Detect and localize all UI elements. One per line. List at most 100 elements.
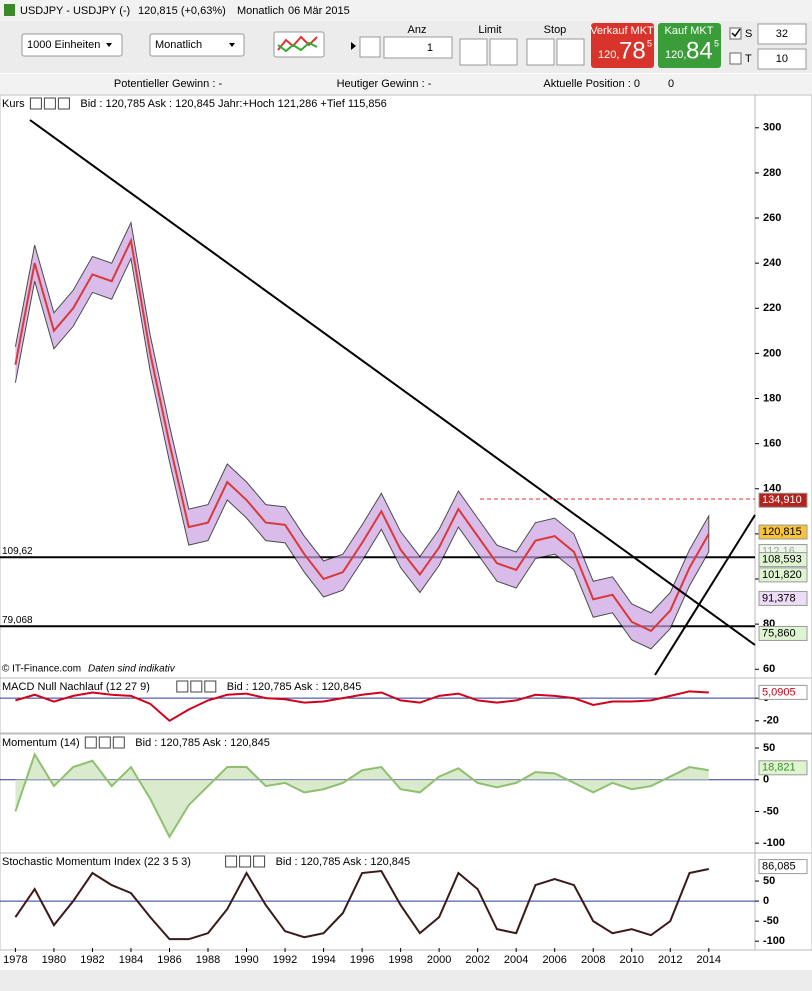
y-tick-label: 0 xyxy=(763,774,769,786)
panel-header: Bid : 120,785 Ask : 120,845 xyxy=(135,737,270,749)
sell-price-big: 78 xyxy=(619,37,646,64)
value-axis xyxy=(754,733,812,855)
y-tick-label: 0 xyxy=(763,895,769,907)
x-tick-label: 2014 xyxy=(697,954,721,966)
panel-icon[interactable] xyxy=(225,855,238,868)
series-line xyxy=(15,690,709,723)
x-tick-label: 1996 xyxy=(350,954,374,966)
panel-icon[interactable] xyxy=(98,736,111,749)
panel-icon[interactable] xyxy=(29,97,42,110)
price-tag-label: 75,860 xyxy=(762,627,796,639)
x-tick-label: 2010 xyxy=(619,954,643,966)
y-tick-label: -50 xyxy=(763,915,779,927)
period-select-text: Monatlich xyxy=(155,39,202,51)
x-tick-label: 2004 xyxy=(504,954,528,966)
momentum-area xyxy=(15,754,709,837)
y-tick-label: 50 xyxy=(763,742,775,754)
potential-gain: Potentieller Gewinn : - xyxy=(114,78,223,90)
x-tick-label: 1986 xyxy=(157,954,181,966)
buy-button[interactable] xyxy=(658,23,721,68)
panel xyxy=(0,677,756,734)
t-checkbox[interactable] xyxy=(729,52,742,65)
buy-price-big: 84 xyxy=(686,37,713,64)
series-line xyxy=(14,237,710,633)
panel-icon[interactable] xyxy=(253,855,266,868)
footer: © IT-Finance.com xyxy=(2,664,81,675)
level-label: 79,068 xyxy=(2,615,33,626)
sell-price-small: 120, xyxy=(598,49,619,61)
price-tag xyxy=(758,552,808,568)
chart-area: Kurs Bid : 120,785 Ask : 120,845 Jahr:+Ho… xyxy=(0,94,812,966)
s-checkbox[interactable] xyxy=(729,27,742,40)
y-tick-label: 140 xyxy=(763,483,781,495)
limit-label: Limit xyxy=(478,24,501,36)
panel xyxy=(0,94,756,679)
price-tag xyxy=(758,590,808,606)
status-bar xyxy=(0,970,812,991)
price-tag xyxy=(758,684,808,700)
panel-icon[interactable] xyxy=(239,855,252,868)
y-tick-label: 220 xyxy=(763,302,781,314)
price-tag-label: 108,593 xyxy=(762,554,802,566)
x-tick-label: 1980 xyxy=(42,954,66,966)
price-tag-label: 18,821 xyxy=(762,762,796,774)
expand-arrow[interactable] xyxy=(351,42,356,50)
info-bar xyxy=(0,74,812,94)
stop-label: Stop xyxy=(544,24,567,36)
panel-icon[interactable] xyxy=(84,736,97,749)
footer-note: Daten sind indikativ xyxy=(88,664,176,675)
x-tick-label: 2012 xyxy=(658,954,682,966)
level-label: 109,62 xyxy=(2,546,33,557)
t-label: T xyxy=(745,53,752,65)
period: Monatlich xyxy=(237,5,284,17)
price-tag xyxy=(758,625,808,641)
y-tick-label: 260 xyxy=(763,212,781,224)
series-line xyxy=(14,868,709,941)
buy-price-small: 120, xyxy=(665,49,686,61)
x-tick-label: 1982 xyxy=(80,954,104,966)
settings-button[interactable] xyxy=(359,36,381,58)
price-tag-label: 5,0905 xyxy=(762,686,796,698)
panel-icon[interactable] xyxy=(190,680,203,693)
sell-price-sup: 5 xyxy=(647,38,652,48)
qty-value: 1 xyxy=(427,42,433,54)
y-tick-label: 50 xyxy=(763,875,775,887)
panel-icon[interactable] xyxy=(176,680,189,693)
trend-line xyxy=(654,514,756,676)
panel-icon[interactable] xyxy=(57,97,70,110)
period-select[interactable] xyxy=(149,33,245,57)
x-tick-label: 1978 xyxy=(3,954,27,966)
price-tag xyxy=(758,492,808,508)
panel-icon[interactable] xyxy=(204,680,217,693)
units-select[interactable] xyxy=(21,33,123,57)
y-tick-label: -100 xyxy=(763,837,785,849)
date: 06 Mär 2015 xyxy=(288,5,350,17)
stop-sell-button[interactable] xyxy=(556,38,585,66)
limit-buy-button[interactable] xyxy=(459,38,488,66)
buy-label: Kauf MKT xyxy=(665,25,714,37)
price-tag-label: 86,085 xyxy=(762,860,796,872)
icon xyxy=(277,41,318,53)
x-tick-label: 1994 xyxy=(311,954,335,966)
sell-button[interactable] xyxy=(591,23,654,68)
dropdown-arrow xyxy=(229,43,235,47)
icon xyxy=(4,4,15,16)
price-tag-label: 120,815 xyxy=(762,526,802,538)
price-tag-label: 91,378 xyxy=(762,592,796,604)
y-tick-label: -50 xyxy=(763,805,779,817)
change: 120,815 (+0,63%) xyxy=(138,5,226,17)
t-input[interactable] xyxy=(757,48,807,70)
panel-icon[interactable] xyxy=(43,97,56,110)
y-tick-label: -20 xyxy=(763,715,779,727)
panel-header: Bid : 120,785 Ask : 120,845 xyxy=(276,856,411,868)
price-tag xyxy=(758,760,808,776)
limit-sell-button[interactable] xyxy=(489,38,518,66)
qty-input[interactable] xyxy=(383,36,453,59)
stop-buy-button[interactable] xyxy=(526,38,555,66)
panel-icon[interactable] xyxy=(112,736,125,749)
y-tick-label: 180 xyxy=(763,392,781,404)
s-input[interactable] xyxy=(757,23,807,45)
y-tick-label: 280 xyxy=(763,167,781,179)
